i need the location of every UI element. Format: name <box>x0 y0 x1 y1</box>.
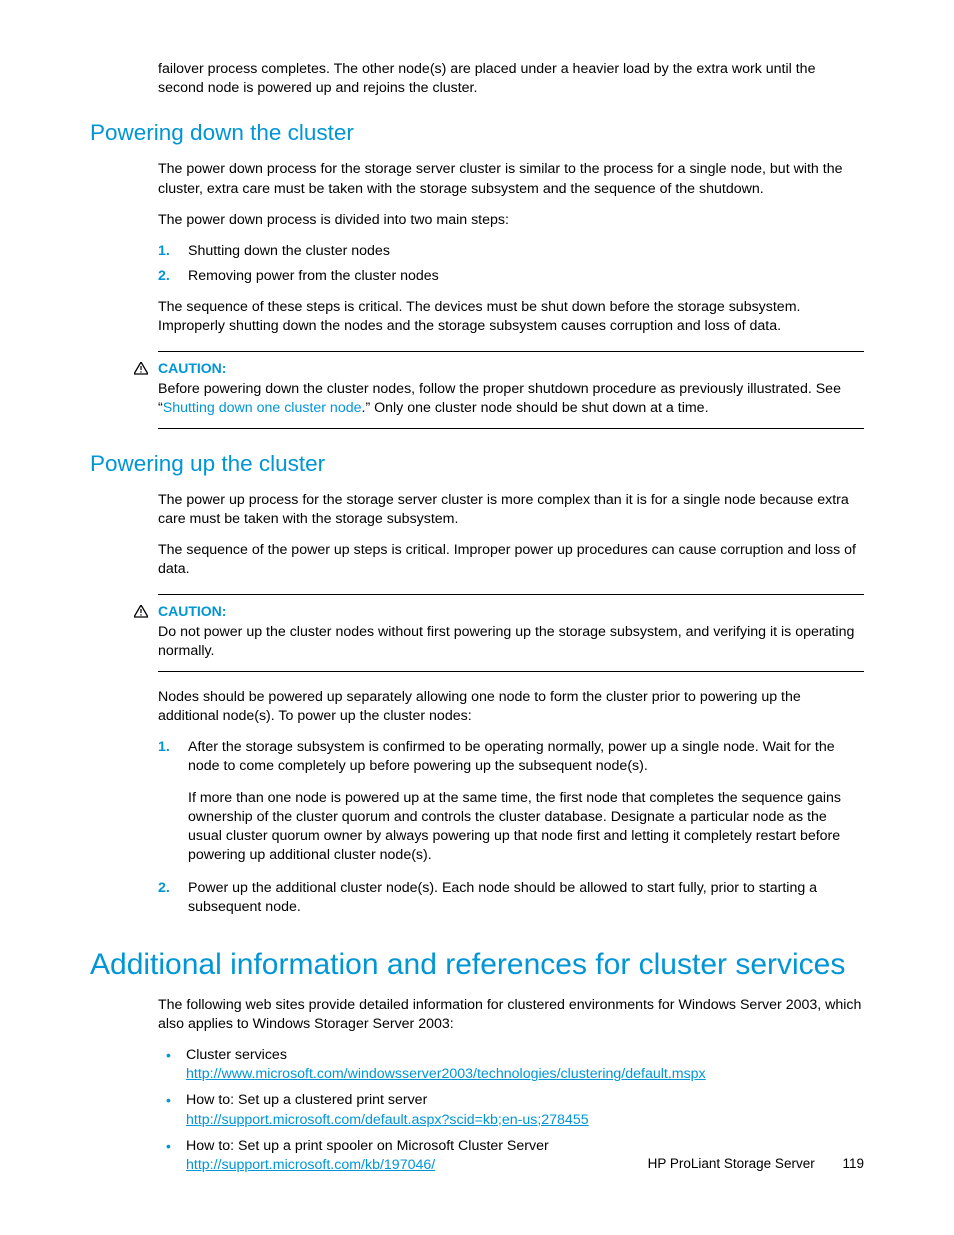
ref-link[interactable]: http://www.microsoft.com/windowsserver20… <box>186 1066 706 1082</box>
up-steps-list: 1. After the storage subsystem is confir… <box>158 738 864 917</box>
list-number: 1. <box>158 738 170 757</box>
step-text: Removing power from the cluster nodes <box>188 268 439 284</box>
up-p3: Nodes should be powered up separately al… <box>158 688 864 726</box>
ref-label: How to: Set up a print spooler on Micros… <box>186 1138 549 1154</box>
step-main: Power up the additional cluster node(s).… <box>188 880 817 915</box>
ref-link[interactable]: http://support.microsoft.com/default.asp… <box>186 1112 589 1128</box>
down-p3: The sequence of these steps is critical.… <box>158 298 864 336</box>
list-item: 1. After the storage subsystem is confir… <box>158 738 864 865</box>
ref-label: Cluster services <box>186 1047 287 1063</box>
caution-triangle-icon <box>134 605 148 621</box>
step-text: Shutting down the cluster nodes <box>188 243 390 259</box>
list-item: Cluster services http://www.microsoft.co… <box>158 1046 864 1084</box>
list-number: 1. <box>158 242 170 261</box>
down-steps-list: 1. Shutting down the cluster nodes 2. Remo… <box>158 242 864 286</box>
step-sub: If more than one node is powered up at t… <box>188 789 864 866</box>
caution-after: .” Only one cluster node should be shut … <box>362 400 709 416</box>
list-item: 1. Shutting down the cluster nodes <box>158 242 864 261</box>
down-p1: The power down process for the storage s… <box>158 160 864 198</box>
page-content: failover process completes. The other no… <box>90 60 864 1175</box>
caution-heading: CAUTION: <box>158 603 864 619</box>
caution-heading: CAUTION: <box>158 360 864 376</box>
caution-label: CAUTION: <box>158 603 226 619</box>
caution-box-up: CAUTION: Do not power up the cluster nod… <box>158 594 864 672</box>
caution-text: Do not power up the cluster nodes withou… <box>158 623 864 661</box>
ref-label: How to: Set up a clustered print server <box>186 1092 427 1108</box>
heading-powering-up: Powering up the cluster <box>90 451 864 477</box>
list-item: 2. Power up the additional cluster node(… <box>158 879 864 917</box>
page-footer: HP ProLiant Storage Server 119 <box>648 1156 864 1171</box>
down-p2: The power down process is divided into t… <box>158 211 864 230</box>
list-number: 2. <box>158 879 170 898</box>
list-number: 2. <box>158 267 170 286</box>
heading-powering-down: Powering down the cluster <box>90 120 864 146</box>
caution-link[interactable]: Shutting down one cluster node <box>163 400 362 416</box>
up-p2: The sequence of the power up steps is cr… <box>158 541 864 579</box>
caution-triangle-icon <box>134 362 148 378</box>
caution-label: CAUTION: <box>158 360 226 376</box>
heading-additional-info: Additional information and references fo… <box>90 948 864 982</box>
step-main: After the storage subsystem is confirmed… <box>188 739 835 774</box>
list-item: 2. Removing power from the cluster nodes <box>158 267 864 286</box>
footer-title: HP ProLiant Storage Server <box>648 1156 815 1171</box>
page-number: 119 <box>842 1156 864 1171</box>
list-item: How to: Set up a clustered print server … <box>158 1091 864 1129</box>
caution-box-down: CAUTION: Before powering down the cluste… <box>158 351 864 429</box>
ref-link[interactable]: http://support.microsoft.com/kb/197046/ <box>186 1157 435 1173</box>
refs-p1: The following web sites provide detailed… <box>158 996 864 1034</box>
caution-text: Before powering down the cluster nodes, … <box>158 380 864 418</box>
up-p1: The power up process for the storage ser… <box>158 491 864 529</box>
intro-paragraph: failover process completes. The other no… <box>158 60 864 98</box>
